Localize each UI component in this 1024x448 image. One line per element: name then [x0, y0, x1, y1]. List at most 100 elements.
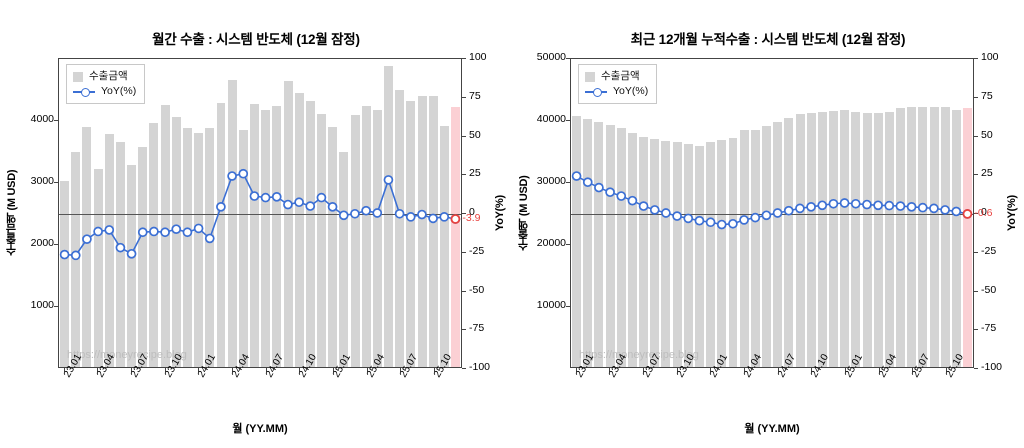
- bar-23.04: [93, 169, 103, 367]
- bar-25.02: [339, 152, 349, 367]
- watermark-cumulative: https://moneyrecipe.blog: [579, 349, 699, 361]
- end-value-label-monthly: -3.9: [462, 212, 481, 225]
- panel-cumulative-export: 최근 12개월 누적수출 : 시스템 반도체 (12월 잠정) 수출액 (M U…: [512, 0, 1024, 448]
- y-axis-right-tick: 25: [981, 167, 993, 180]
- bar-23.05: [104, 134, 114, 367]
- end-value-label-cumulative: -0.6: [974, 206, 993, 219]
- y-axis-right-tickmark: [974, 213, 978, 214]
- x-axis-tickmark: [130, 368, 132, 372]
- y-axis-right-tickmark: [462, 135, 466, 137]
- bar-23.06: [115, 142, 125, 367]
- y-axis-left-tick: 3000: [30, 175, 54, 187]
- y-axis-right-tick: 75: [981, 89, 993, 102]
- y-axis-right-tickmark: [974, 58, 978, 59]
- y-axis-right-tickmark: [462, 96, 466, 98]
- bar-25.03: [350, 115, 360, 367]
- bar-24.03: [728, 137, 738, 367]
- bar-25.06: [896, 108, 906, 367]
- x-axis-tickmark: [676, 368, 678, 372]
- bar-swatch-icon: [585, 71, 595, 82]
- y-axis-right-tickmark: [462, 213, 466, 214]
- x-axis-tickmark: [63, 368, 65, 372]
- y-axis-right-tick: -100: [469, 361, 491, 373]
- bar-23.03: [82, 127, 92, 367]
- x-axis-tickmark: [164, 368, 166, 372]
- page-title-cumulative: 최근 12개월 누적수출 : 시스템 반도체 (12월 잠정): [630, 32, 906, 47]
- bar-23.09: [149, 123, 159, 367]
- bar-25.12: [963, 108, 973, 367]
- y-axis-right-title-monthly: YoY(%): [494, 195, 506, 231]
- bar-25.08: [918, 106, 928, 367]
- x-axis-tickmark: [400, 368, 402, 372]
- y-axis-left-tick: 30000: [536, 175, 566, 187]
- y-axis-left-title-monthly: 수출금액 (M USD): [6, 169, 18, 257]
- bar-24.01: [194, 132, 204, 367]
- y-axis-left-tickmark: [566, 306, 570, 307]
- y-axis-right-tickmark: [974, 135, 978, 137]
- legend-monthly: 수출금액 YoY(%): [66, 64, 146, 104]
- bar-24.08: [784, 117, 794, 367]
- x-axis-tickmark: [198, 368, 200, 372]
- legend-item-line-cumulative: YoY(%): [585, 84, 648, 99]
- x-axis-tickmark: [97, 368, 99, 372]
- y-axis-right-tick: -25: [981, 244, 997, 257]
- bar-24.12: [829, 110, 839, 367]
- y-axis-left-tickmark: [54, 120, 58, 121]
- y-axis-right-tickmark: [974, 368, 978, 369]
- y-axis-right-title-cumulative: YoY(%): [1006, 195, 1018, 231]
- y-axis-right-tickmark: [462, 251, 466, 253]
- x-axis-tickmark: [575, 368, 577, 372]
- y-axis-right-tick: 50: [981, 128, 993, 141]
- bar-25.02: [851, 112, 861, 367]
- y-axis-right-tick: -75: [469, 322, 485, 335]
- y-axis-right-tickmark: [462, 58, 466, 59]
- bar-25.04: [873, 113, 883, 367]
- y-axis-right-tickmark: [462, 329, 466, 331]
- y-axis-left-tick: 50000: [536, 51, 566, 63]
- x-axis-tickmark: [433, 368, 435, 372]
- y-axis-right-tickmark: [974, 290, 978, 292]
- legend-label-line: YoY(%): [613, 85, 649, 97]
- bar-23.12: [694, 146, 704, 367]
- bar-25.07: [395, 90, 405, 367]
- bar-24.03: [216, 102, 226, 367]
- y-axis-right-tickmark: [974, 96, 978, 98]
- legend-cumulative: 수출금액 YoY(%): [578, 64, 658, 104]
- x-axis-tickmark: [265, 368, 267, 372]
- bar-23.01: [572, 116, 582, 367]
- bar-23.09: [661, 141, 671, 367]
- bar-25.01: [840, 109, 850, 367]
- bar-24.12: [317, 113, 327, 367]
- y-axis-right-tickmark: [974, 251, 978, 253]
- bar-25.04: [361, 106, 371, 367]
- zero-reference-line-monthly: [59, 214, 461, 215]
- bar-24.09: [795, 114, 805, 367]
- x-axis-tickmark: [299, 368, 301, 372]
- y-axis-left-tickmark: [566, 244, 570, 245]
- y-axis-right-tick: -100: [981, 361, 1003, 373]
- bar-23.08: [138, 146, 148, 367]
- x-axis-title-cumulative: 월 (YY.MM): [744, 423, 800, 435]
- x-axis-tickmark: [912, 368, 914, 372]
- bar-24.04: [227, 80, 237, 367]
- y-axis-right-tick: 100: [981, 51, 999, 63]
- x-axis-tickmark: [945, 368, 947, 372]
- y-axis-right-tick: 0: [981, 206, 987, 218]
- bar-25.10: [940, 107, 950, 367]
- bar-24.06: [250, 103, 259, 367]
- line-swatch-icon: [585, 87, 607, 97]
- bar-24.08: [272, 106, 282, 367]
- bar-25.08: [406, 101, 416, 367]
- bar-24.05: [238, 129, 248, 367]
- bar-25.11: [951, 109, 961, 367]
- y-axis-right-tickmark: [462, 174, 466, 176]
- y-axis-right-tick: 75: [469, 89, 481, 102]
- y-axis-right-tickmark: [974, 174, 978, 176]
- y-axis-left-tickmark: [566, 58, 570, 59]
- y-axis-left-tick: 10000: [536, 299, 566, 311]
- bar-25.01: [328, 127, 338, 367]
- line-swatch-icon: [73, 87, 95, 97]
- y-axis-left-tick: 20000: [536, 237, 566, 249]
- bar-25.05: [372, 110, 382, 367]
- bar-25.12: [451, 107, 461, 367]
